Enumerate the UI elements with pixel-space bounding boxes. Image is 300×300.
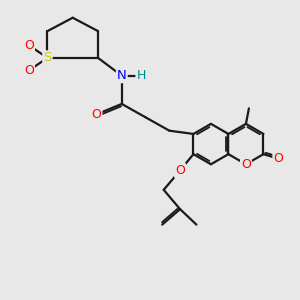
Text: O: O	[273, 152, 283, 165]
Text: H: H	[136, 69, 146, 82]
Text: O: O	[92, 108, 101, 121]
Text: O: O	[24, 39, 34, 52]
Text: O: O	[175, 164, 185, 177]
Text: O: O	[24, 64, 34, 77]
Text: O: O	[241, 158, 251, 171]
Text: N: N	[117, 69, 127, 82]
Text: S: S	[43, 51, 52, 64]
